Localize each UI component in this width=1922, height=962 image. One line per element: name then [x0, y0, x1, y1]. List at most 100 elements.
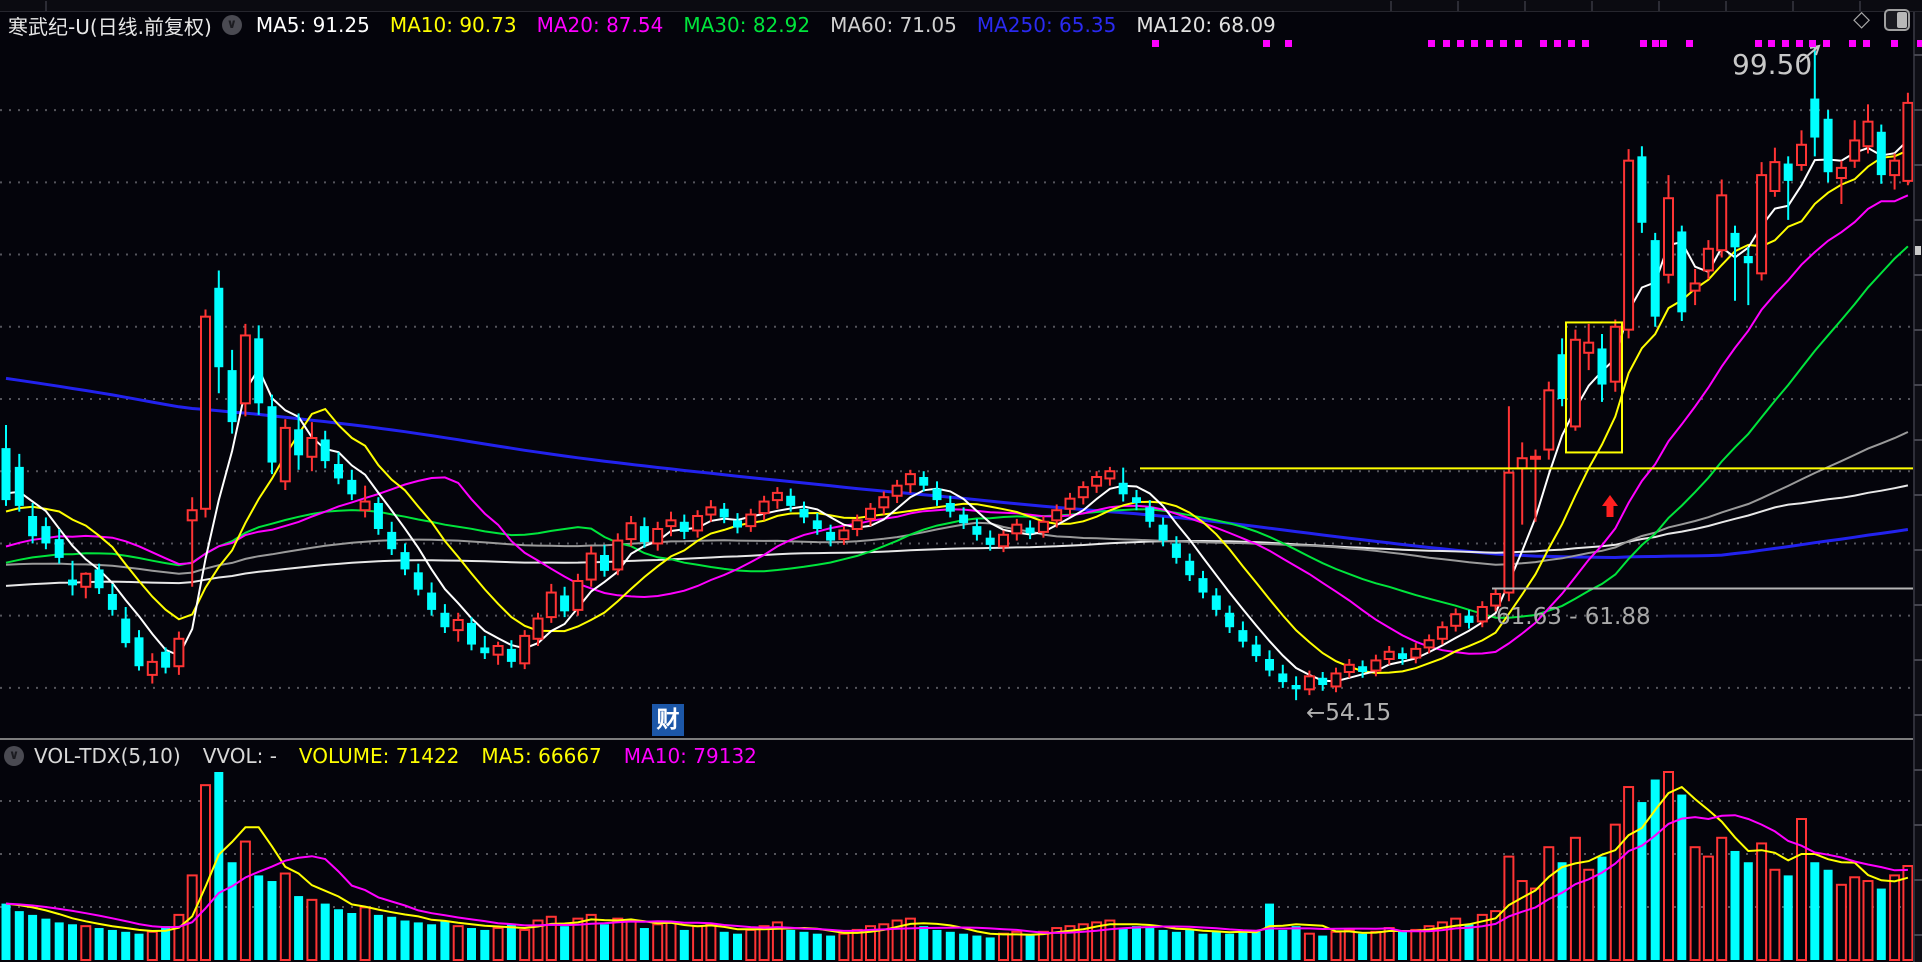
volume-bar-up — [878, 923, 890, 962]
volume-bar-down — [959, 933, 969, 960]
volume-bar-up — [452, 925, 464, 961]
signal-dot — [1652, 40, 1659, 47]
candle-body-down — [786, 495, 796, 506]
signal-dot — [1471, 40, 1478, 47]
volume-bar-up — [1689, 846, 1701, 962]
candle-body-down — [799, 508, 809, 518]
volume-bar-down — [1730, 850, 1740, 960]
candle-body-up — [572, 580, 584, 611]
volume-bar-up — [1091, 921, 1103, 962]
panel-layout-icon[interactable] — [1884, 9, 1910, 31]
candle-body-down — [121, 618, 131, 644]
candle-body-down — [1145, 507, 1155, 522]
signal-dot — [1755, 40, 1762, 47]
volume-bar-up — [492, 927, 504, 961]
candle-body-down — [347, 479, 357, 495]
volume-bar-down — [347, 913, 357, 960]
volume-ma-lines — [5, 785, 1909, 936]
candle-body-up — [200, 315, 211, 510]
volume-chevron-down-icon[interactable]: ∨ — [4, 746, 24, 766]
candle-body-up — [1503, 471, 1515, 594]
volume-bar-down — [134, 933, 144, 960]
volume-bar-up — [1077, 923, 1089, 962]
signal-dot — [1568, 40, 1575, 47]
volume-bar-up — [1702, 855, 1714, 961]
signal-dot — [1428, 40, 1435, 47]
candle-body-down — [1278, 673, 1288, 683]
candle-body-down — [1185, 560, 1195, 576]
volume-bar-up — [1064, 925, 1076, 961]
volume-bar-up — [1476, 913, 1488, 962]
volume-bar-down — [1025, 935, 1035, 960]
candle-body-up — [1077, 486, 1089, 499]
signal-dot — [1285, 40, 1292, 47]
volume-bar-up — [1410, 928, 1422, 961]
volume-bar-up — [705, 923, 717, 962]
ma-lines — [5, 139, 1909, 683]
candle-body-down — [161, 651, 171, 668]
candle-body-up — [865, 507, 876, 520]
window-top-strip — [0, 0, 1922, 12]
volume-bar-up — [1849, 876, 1861, 962]
volume-bar-up — [1862, 880, 1874, 961]
volume-bar-up — [585, 913, 597, 962]
vvol-value: VVOL: - — [202, 744, 277, 768]
candle-body-down — [1291, 685, 1301, 690]
low-price-label: ←54.15 — [1306, 700, 1391, 726]
volume-bar-down — [1118, 928, 1128, 960]
candle-body-down — [1677, 231, 1687, 313]
candle-body-down — [826, 531, 836, 541]
candle-body-down — [480, 647, 490, 654]
volume-bar-down — [1278, 929, 1288, 960]
volume-bar-down — [1291, 926, 1301, 960]
candle-body-up — [665, 519, 677, 528]
volume-bar-up — [279, 872, 291, 962]
top-strip-divider — [1524, 1, 1526, 11]
volume-bar-up — [173, 913, 185, 962]
signal-dot — [1809, 40, 1816, 47]
volume-ma5-value: MA5: 66667 — [481, 744, 602, 768]
diamond-tool-icon[interactable]: ◇ — [1853, 7, 1870, 32]
candle-body-up — [1343, 663, 1355, 673]
right-rail-handle[interactable] — [1915, 246, 1921, 255]
candle-body-up — [1091, 476, 1103, 487]
announcement-badge[interactable]: 财 — [652, 704, 684, 736]
candle-body-up — [1383, 650, 1395, 660]
volume-bar-down — [254, 875, 264, 960]
candle-body-up — [904, 473, 916, 486]
volume-bar-up — [239, 840, 251, 961]
chevron-down-icon[interactable]: ∨ — [221, 15, 242, 35]
candle-body-up — [1609, 325, 1621, 383]
volume-bar-down — [1810, 862, 1820, 960]
volume-bar-up — [1889, 874, 1901, 962]
candle-body-down — [467, 622, 476, 645]
candle-body-down — [440, 612, 450, 628]
candle-body-down — [254, 338, 264, 404]
volume-bar-down — [1238, 929, 1248, 960]
volume-bar-up — [1663, 771, 1674, 961]
candle-body-down — [54, 539, 64, 558]
volume-bar-down — [320, 903, 330, 960]
volume-pane-header: ∨ VOL-TDX(5,10) VVOL: - VOLUME: 71422 MA… — [4, 742, 779, 770]
volume-bar-up — [1423, 925, 1435, 961]
top-strip-divider — [1658, 1, 1660, 11]
candle-body-up — [532, 617, 544, 640]
volume-bar-down — [1650, 779, 1660, 960]
candle-body-down — [1225, 612, 1235, 628]
signal-dot — [1500, 40, 1507, 47]
volume-bar-down — [786, 929, 796, 960]
volume-bar-down — [1398, 931, 1407, 960]
candle-body-down — [1238, 630, 1248, 642]
signal-dot — [1443, 40, 1450, 47]
candle-body-down — [1464, 615, 1474, 623]
signal-dot — [1486, 40, 1493, 47]
volume-bar-down — [427, 924, 437, 960]
signal-dot — [1863, 40, 1870, 47]
candle-body-down — [679, 521, 689, 532]
candle-body-down — [1597, 348, 1607, 385]
candle-body-down — [1211, 595, 1221, 610]
candle-body-up — [1543, 389, 1555, 451]
volume-bar-up — [1543, 846, 1555, 962]
